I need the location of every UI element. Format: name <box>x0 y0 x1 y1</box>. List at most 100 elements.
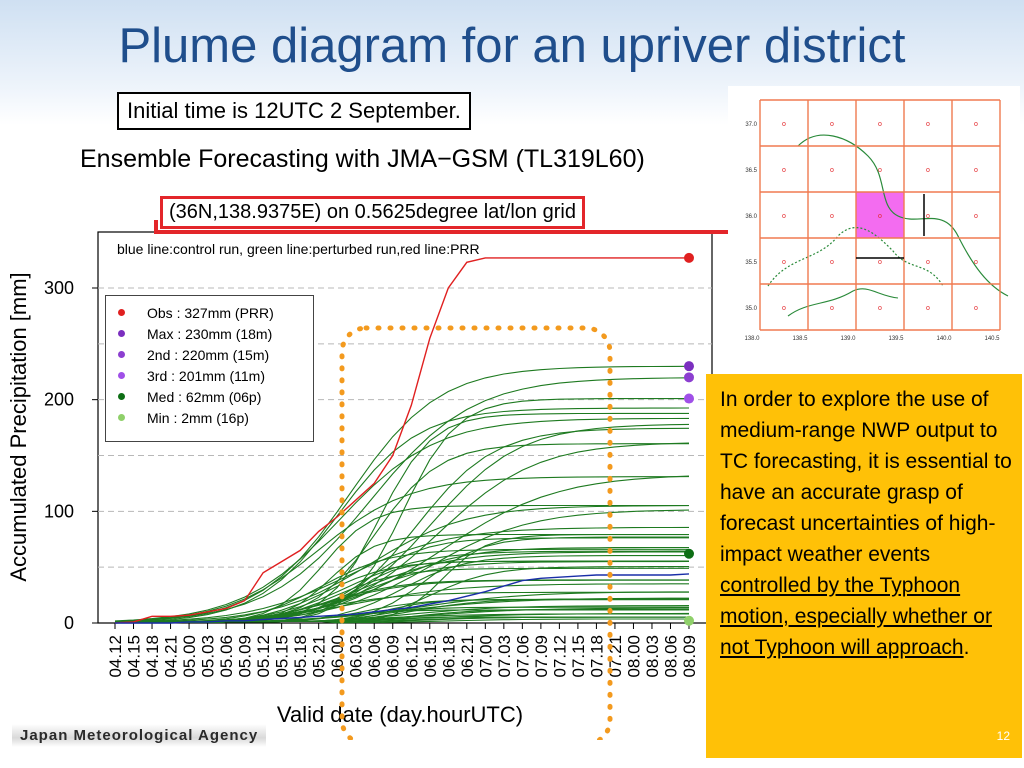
x-tick-label: 05.09 <box>236 635 255 678</box>
grid-map: o o o o o o o o o o o o o o o o o o o o o o o o o 37.0 36.5 36.0 35.… <box>728 86 1020 346</box>
x-tick-label: 06.12 <box>402 635 421 678</box>
x-tick-label: 04.15 <box>125 635 144 678</box>
y-axis-title: Accumulated Precipitation [mm] <box>6 272 31 581</box>
map-lon-label: 139.5 <box>888 336 904 342</box>
map-lon-label: 138.0 <box>744 336 760 342</box>
grid-point-marker: o <box>878 305 882 312</box>
x-tick-label: 06.09 <box>384 635 403 678</box>
coastline <box>797 134 1009 297</box>
highlight-region <box>339 325 613 740</box>
grid-label-box: (36N,138.9375E) on 0.5625degree lat/lon … <box>160 196 585 229</box>
slide-title: Plume diagram for an upriver district <box>118 19 906 73</box>
legend-label: Med : 62mm (06p) <box>147 388 262 405</box>
initial-time-box: Initial time is 12UTC 2 September. <box>117 92 471 130</box>
x-tick-label: 07.18 <box>587 635 606 678</box>
agency-logo: Japan Meteorological Agency <box>12 724 267 747</box>
legend-marker <box>118 393 125 400</box>
x-tick-label: 05.18 <box>291 635 310 678</box>
legend-entry: Obs : 327mm (PRR) <box>106 302 313 323</box>
perturbed-run-line <box>114 526 690 623</box>
perturbed-run-line <box>114 407 690 623</box>
grid-point-marker: o <box>974 213 978 220</box>
grid-point-marker: o <box>926 167 930 174</box>
map-lat-label: 37.0 <box>745 122 757 128</box>
grid-point-marker: o <box>926 305 930 312</box>
final-marker <box>684 372 694 383</box>
legend-marker <box>118 372 125 379</box>
grid-point-marker: o <box>830 213 834 220</box>
grid-point-marker: o <box>782 121 786 128</box>
legend-entry: 3rd : 201mm (11m) <box>106 365 313 386</box>
description-underlined: controlled by the Typhoon motion, especi… <box>720 574 992 659</box>
x-tick-label: 05.21 <box>310 635 329 678</box>
map-lat-label: 36.5 <box>745 168 757 174</box>
x-tick-label: 06.06 <box>365 635 384 678</box>
legend-entry: Max : 230mm (18m) <box>106 323 313 344</box>
perturbed-run-line <box>114 377 690 622</box>
x-tick-label: 06.15 <box>421 635 440 678</box>
final-marker <box>684 252 694 263</box>
red-arrow <box>154 220 730 234</box>
description-box: In order to explore the use of medium-ra… <box>706 374 1022 758</box>
grid-point-marker: o <box>782 305 786 312</box>
x-tick-label: 07.06 <box>513 635 532 678</box>
legend-marker <box>118 309 125 316</box>
grid-point-marker: o <box>974 259 978 266</box>
grid-point-marker: o <box>926 259 930 266</box>
map-lon-label: 140.0 <box>936 336 952 342</box>
legend-label: 2nd : 220mm (15m) <box>147 346 270 363</box>
final-marker <box>684 615 694 626</box>
map-lat-label: 35.5 <box>745 260 757 266</box>
y-tick-label: 300 <box>44 278 74 298</box>
grid-point-marker: o <box>878 213 882 220</box>
grid-point-marker: o <box>830 305 834 312</box>
legend-entry: Med : 62mm (06p) <box>106 386 313 407</box>
grid-point-marker: o <box>830 121 834 128</box>
prr-line <box>114 257 689 624</box>
legend-label: Min : 2mm (16p) <box>147 409 249 426</box>
grid-point-marker: o <box>926 213 930 220</box>
x-tick-label: 06.03 <box>347 635 366 678</box>
grid-point-marker: o <box>974 121 978 128</box>
x-tick-label: 07.09 <box>532 635 551 678</box>
x-tick-label: 04.21 <box>162 635 181 678</box>
perturbed-run-line <box>114 505 690 623</box>
perturbed-run-line <box>114 417 690 622</box>
map-lon-label: 140.5 <box>984 336 1000 342</box>
grid-point-marker: o <box>830 167 834 174</box>
grid-point-marker: o <box>878 167 882 174</box>
grid-point-marker: o <box>830 259 834 266</box>
x-tick-label: 08.00 <box>624 635 643 678</box>
control-run-line <box>115 573 690 624</box>
x-tick-label: 04.18 <box>143 635 162 678</box>
perturbed-run-line <box>114 476 690 622</box>
x-tick-label: 07.12 <box>550 635 569 678</box>
x-tick-label: 06.18 <box>439 635 458 678</box>
x-tick-label: 06.21 <box>458 635 477 678</box>
legend-label: Obs : 327mm (PRR) <box>147 304 274 321</box>
grid-point-marker: o <box>782 259 786 266</box>
chart-legend: Obs : 327mm (PRR) Max : 230mm (18m) 2nd : … <box>105 295 314 442</box>
description-lead: In order to explore the use of medium-ra… <box>720 388 1012 566</box>
map-lon-label: 139.0 <box>840 336 856 342</box>
map-lat-label: 35.0 <box>745 306 757 312</box>
page-number: 12 <box>996 729 1010 743</box>
map-lon-label: 138.5 <box>792 336 808 342</box>
legend-marker <box>118 351 125 358</box>
grid-point-marker: o <box>926 121 930 128</box>
x-tick-label: 08.03 <box>643 635 662 678</box>
x-tick-label: 08.09 <box>680 635 699 678</box>
final-marker <box>684 548 694 559</box>
x-tick-label: 08.06 <box>661 635 680 678</box>
legend-entry: Min : 2mm (16p) <box>106 407 313 428</box>
coastline-south <box>787 288 899 317</box>
grid-point-marker: o <box>974 305 978 312</box>
description-end: . <box>963 636 970 659</box>
grid-point-marker: o <box>878 121 882 128</box>
final-marker <box>684 361 694 372</box>
grid-point-marker: o <box>782 213 786 220</box>
x-axis-title: Valid date (day.hourUTC) <box>277 702 523 727</box>
map-lat-label: 36.0 <box>745 214 757 220</box>
y-tick-label: 0 <box>64 613 74 633</box>
legend-marker <box>118 414 125 421</box>
